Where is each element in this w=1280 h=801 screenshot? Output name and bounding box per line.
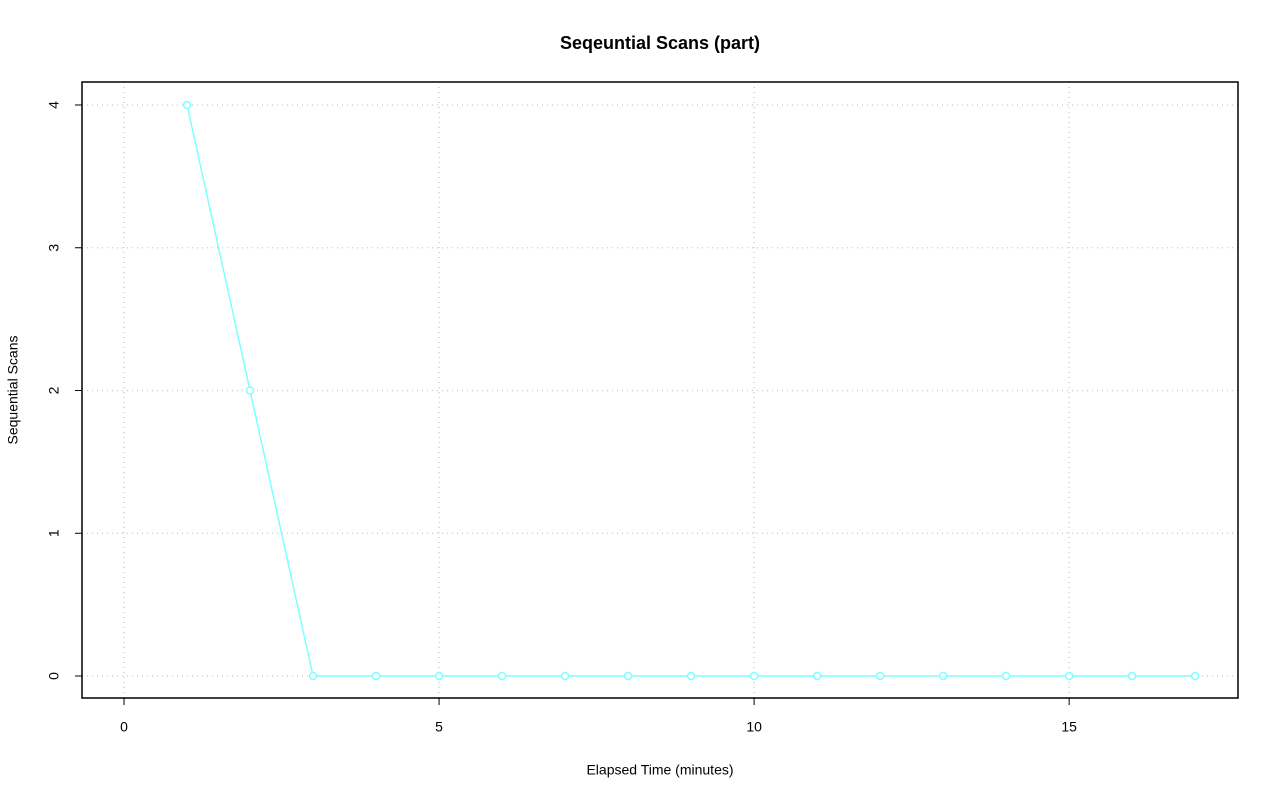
data-point <box>812 671 822 681</box>
plot-area: 0 5 10 15 0 1 2 3 4 <box>46 82 1238 735</box>
data-point <box>1001 671 1011 681</box>
data-point <box>623 671 633 681</box>
x-tick-label: 10 <box>746 719 762 735</box>
x-tick-label: 5 <box>435 719 443 735</box>
data-point <box>1127 671 1137 681</box>
plot-frame <box>81 81 1239 699</box>
x-tick-label: 15 <box>1061 719 1077 735</box>
data-point <box>875 671 885 681</box>
x-axis-label: Elapsed Time (minutes) <box>586 762 733 778</box>
y-tick-label: 0 <box>46 672 62 680</box>
data-point <box>749 671 759 681</box>
y-tick-label: 1 <box>46 529 62 537</box>
data-point <box>1064 671 1074 681</box>
y-tick-label: 4 <box>46 101 62 109</box>
x-tick-label: 0 <box>120 719 128 735</box>
data-point <box>245 386 255 395</box>
y-axis-label: Sequential Scans <box>5 336 21 445</box>
data-point <box>371 671 381 681</box>
data-point <box>560 671 570 681</box>
data-point <box>1190 671 1200 681</box>
data-point <box>308 671 318 681</box>
data-point <box>497 671 507 681</box>
y-tick-label: 3 <box>46 244 62 252</box>
y-tick-label: 2 <box>46 386 62 394</box>
chart-title: Seqeuntial Scans (part) <box>560 33 760 53</box>
data-point <box>686 671 696 681</box>
data-point <box>938 671 948 681</box>
data-point <box>434 671 444 681</box>
data-point <box>182 100 192 110</box>
